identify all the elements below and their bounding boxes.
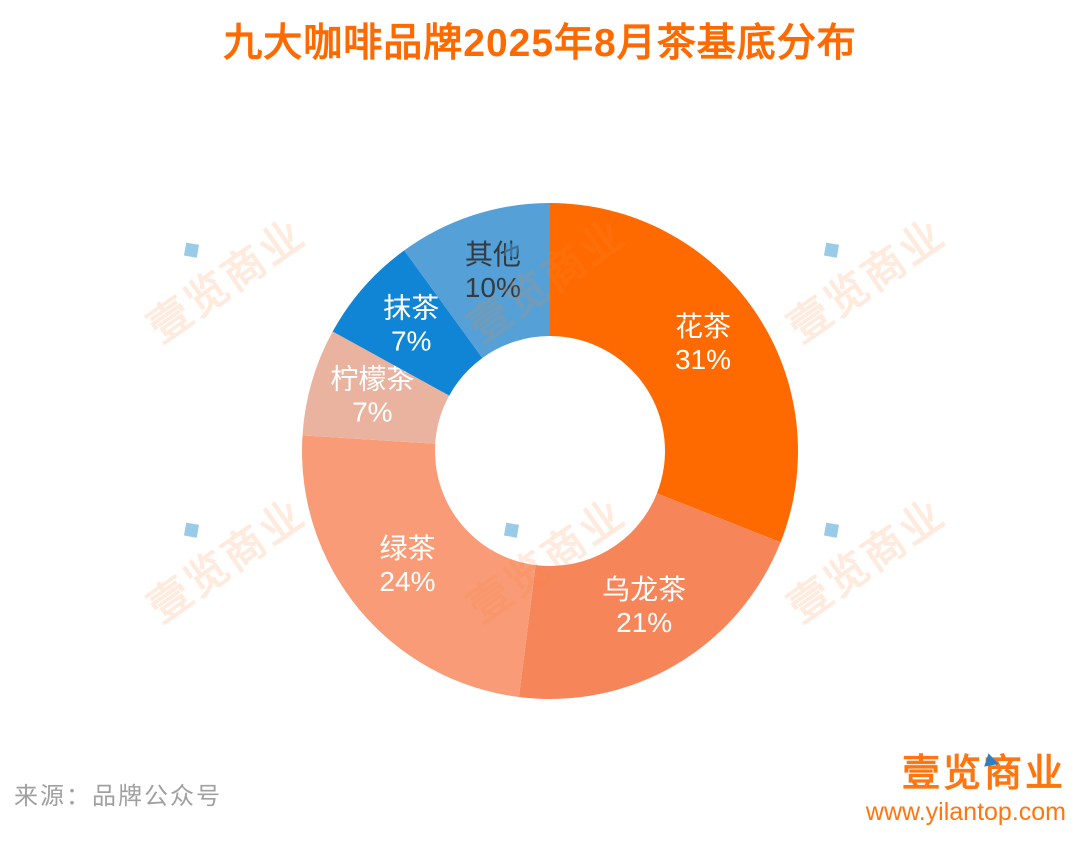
source-text: 来源：品牌公众号 <box>14 783 222 810</box>
brand-logo: 壹览商业 <box>901 753 1066 796</box>
pie-slice-3 <box>302 331 450 444</box>
pie-label-1: 乌龙茶 21% <box>602 574 686 638</box>
pie-slice-5 <box>404 203 550 358</box>
pie-label-2: 绿茶 24% <box>379 533 435 597</box>
pie-slice-0 <box>550 203 798 543</box>
pie-slice-1 <box>518 493 781 699</box>
chart-title: 九大咖啡品牌2025年8月茶基底分布 <box>223 22 857 65</box>
website-text: www.yilantop.com <box>865 797 1066 826</box>
pie-label-4: 抹茶 7% <box>383 293 439 357</box>
brand-block: 壹览商业 www.yilantop.com <box>865 753 1066 827</box>
pie-slice-4 <box>332 250 483 396</box>
pie-label-0: 花茶 31% <box>675 311 731 375</box>
brand-logo-text: 壹览商业 <box>901 753 1066 795</box>
pie-slice-2 <box>302 435 536 698</box>
